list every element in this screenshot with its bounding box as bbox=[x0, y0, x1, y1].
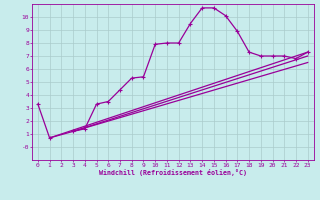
X-axis label: Windchill (Refroidissement éolien,°C): Windchill (Refroidissement éolien,°C) bbox=[99, 169, 247, 176]
